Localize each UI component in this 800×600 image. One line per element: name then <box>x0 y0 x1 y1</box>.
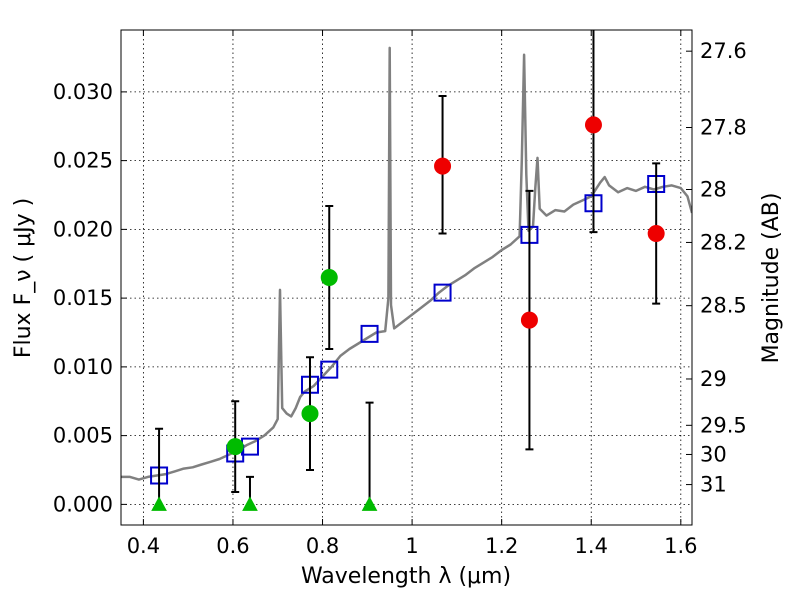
x-tick-label: 0.4 <box>127 534 160 558</box>
observed-flux-point <box>584 116 602 134</box>
observed-flux-point <box>320 269 338 286</box>
upper-limit-triangle <box>151 496 167 511</box>
x-axis: 0.4 0.6 0.8 1 1.2 1.4 1.6 <box>127 30 698 558</box>
upper-limit-triangle <box>361 496 378 511</box>
upper-limit-triangle <box>242 496 258 511</box>
y-tick-label: 0.030 <box>53 80 113 104</box>
y-axis-right-label: Magnitude (AB) <box>759 193 784 364</box>
right-tick-label: 28 <box>700 178 727 202</box>
right-tick-label: 30 <box>700 442 727 466</box>
x-tick-label: 0.8 <box>306 534 339 558</box>
right-tick-label: 29.5 <box>700 413 747 437</box>
x-tick-label: 1.4 <box>575 534 608 558</box>
y-axis-right: 27.6 27.8 28 28.2 28.5 29 29.5 30 31 <box>686 39 747 497</box>
model-photometry-square <box>320 360 339 379</box>
y-tick-label: 0.010 <box>53 355 113 379</box>
right-tick-label: 27.8 <box>700 115 747 139</box>
y-tick-label: 0.015 <box>53 286 113 310</box>
x-tick-label: 1 <box>405 534 418 558</box>
y-axis-left: 0.000 0.005 0.010 0.015 0.020 0.025 0.030 <box>53 80 127 516</box>
right-tick-label: 28.2 <box>700 230 747 254</box>
y-axis-label: Flux F_ν ( μJy ) <box>11 198 36 358</box>
observed-flux-point <box>520 311 538 329</box>
observed-flux-point <box>226 438 244 456</box>
model-photometry-square <box>360 324 379 343</box>
right-tick-label: 27.6 <box>700 39 747 63</box>
plot-frame <box>120 29 693 526</box>
right-tick-label: 29 <box>700 367 727 391</box>
y-tick-label: 0.020 <box>53 217 113 241</box>
y-tick-label: 0.025 <box>53 149 113 173</box>
y-tick-label: 0.005 <box>53 424 113 448</box>
observed-flux-point <box>301 405 319 423</box>
grid <box>121 30 692 525</box>
right-tick-label: 28.5 <box>700 294 747 318</box>
observed-flux-point <box>434 157 452 175</box>
series-layer <box>121 30 692 511</box>
x-axis-label: Wavelength λ (μm) <box>301 564 511 589</box>
x-tick-label: 1.6 <box>664 534 697 558</box>
model-photometry-square <box>433 283 452 302</box>
observed-flux-point <box>647 225 665 242</box>
y-tick-label: 0.000 <box>53 492 113 516</box>
right-tick-label: 31 <box>700 473 727 497</box>
x-tick-label: 0.6 <box>216 534 249 558</box>
x-tick-label: 1.2 <box>485 534 518 558</box>
model-spectrum-line <box>121 46 692 481</box>
